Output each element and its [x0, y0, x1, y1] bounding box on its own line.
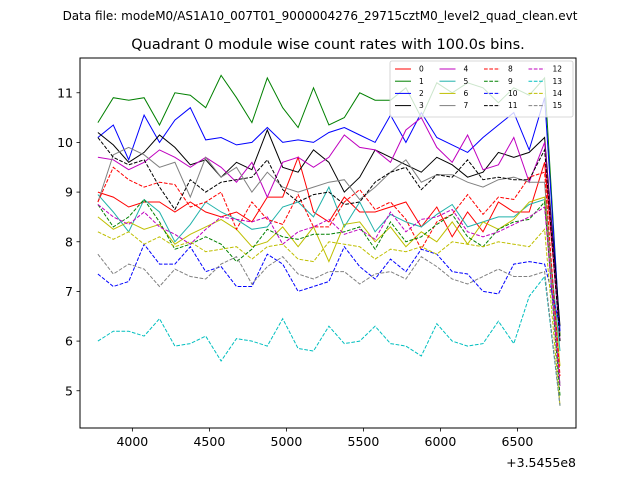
x-tick-label: 4000 — [116, 434, 148, 449]
y-tick-label: 7 — [65, 284, 73, 299]
legend-label-8: 8 — [508, 65, 513, 74]
series-line-10 — [97, 243, 561, 327]
legend-label-6: 6 — [464, 89, 469, 98]
legend-label-7: 7 — [464, 101, 469, 110]
series-line-7 — [97, 146, 561, 386]
legend-label-3: 3 — [419, 101, 424, 110]
series-line-12 — [97, 204, 561, 386]
legend-label-1: 1 — [419, 77, 424, 86]
legend-label-13: 13 — [553, 77, 563, 86]
legend-label-5: 5 — [464, 77, 469, 86]
legend-label-4: 4 — [464, 65, 469, 74]
series-line-0 — [97, 155, 561, 337]
x-tick-label: 6000 — [425, 434, 457, 449]
legend-label-9: 9 — [508, 77, 513, 86]
chart-suptitle: Data file: modeM0/AS1A10_007T01_90000042… — [63, 9, 578, 23]
legend-label-11: 11 — [508, 101, 518, 110]
x-axis: 4000 4500 5000 5500 6000 6500 — [116, 428, 533, 449]
legend-label-2: 2 — [419, 89, 424, 98]
legend-label-12: 12 — [553, 65, 563, 74]
series-line-2 — [97, 97, 561, 332]
series-line-11 — [97, 137, 561, 342]
chart-title: Quadrant 0 module wise count rates with … — [131, 37, 525, 53]
y-tick-label: 6 — [65, 334, 73, 349]
x-axis-offset-label: +3.5455e8 — [506, 455, 576, 470]
legend-label-10: 10 — [508, 89, 518, 98]
x-tick-label: 5500 — [348, 434, 380, 449]
legend-label-0: 0 — [419, 65, 424, 74]
axes-frame — [79, 57, 577, 429]
y-tick-label: 8 — [65, 234, 73, 249]
y-tick-label: 5 — [65, 383, 73, 398]
y-tick-label: 9 — [65, 185, 73, 200]
series-line-8 — [97, 166, 561, 376]
series-layer — [97, 74, 561, 406]
legend-label-14: 14 — [553, 89, 563, 98]
legend-box — [389, 60, 574, 118]
y-tick-label: 11 — [57, 85, 73, 100]
series-line-6 — [97, 196, 561, 366]
series-line-15 — [97, 253, 561, 406]
x-tick-label: 5000 — [271, 434, 303, 449]
legend-label-15: 15 — [553, 101, 563, 110]
y-axis: 5 6 7 8 9 10 11 — [57, 85, 80, 398]
series-line-14 — [97, 228, 561, 406]
x-tick-label: 4500 — [193, 434, 225, 449]
series-line-3 — [97, 128, 561, 327]
x-tick-label: 6500 — [502, 434, 534, 449]
series-line-4 — [97, 116, 561, 342]
series-line-13 — [97, 275, 561, 406]
y-tick-label: 10 — [57, 135, 73, 150]
